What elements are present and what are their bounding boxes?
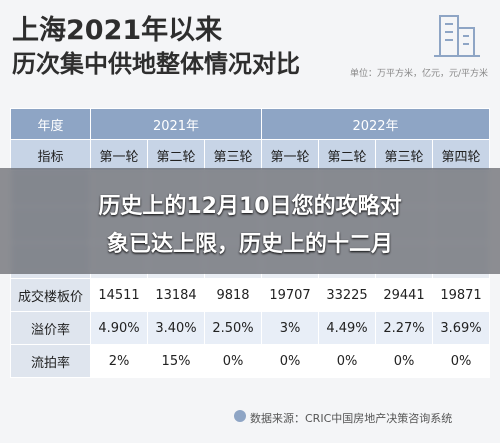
table-cell: 第二轮 [318,139,376,171]
table-cell: 0% [261,344,319,378]
title: 上海2021年以来 [12,15,223,46]
table-cell: 0% [375,344,433,378]
table-cell: 14511 [90,278,148,312]
source-icon [234,410,246,422]
unit-note: 单位：万平方米，亿元，元/平方米 [349,69,488,79]
table-cell: 9818 [204,278,262,312]
table-cell: 13184 [147,278,205,312]
header-cell: 年度 [10,108,91,140]
table-row: 成交楼板价 14511 13184 9818 19707 33225 29441 19871 [10,278,490,312]
table-cell: 第二轮 [147,139,205,171]
table-cell: 2% [90,344,148,378]
table-cell: 成交楼板价 [10,278,91,312]
table-cell: 4.90% [90,311,148,345]
overlay-text: 象已达上限，历史上的十二月 [106,232,393,257]
source: 数据来源：CRIC中国房地产决策咨询系统 [250,412,453,425]
table-cell: 第四轮 [432,139,490,171]
table-cell: 第三轮 [375,139,433,171]
table-cell: 0% [204,344,262,378]
table-cell: 4.49% [318,311,376,345]
table-cell: 2.50% [204,311,262,345]
header-cell: 2022年 [261,108,490,140]
overlay-banner: 历史上的12月10日您的攻略对 象已达上限，历史上的十二月 [0,168,500,274]
table-cell: 15% [147,344,205,378]
table-cell: 第一轮 [90,139,148,171]
overlay-text: 历史上的12月10日您的攻略对 [98,194,402,219]
table-cell: 19871 [432,278,490,312]
header-cell: 指标 [10,139,91,171]
table-cell: 流拍率 [10,344,91,378]
table-cell: 0% [432,344,490,378]
table-cell: 溢价率 [10,311,91,345]
table-cell: 第一轮 [261,139,319,171]
table-cell: 3.69% [432,311,490,345]
table-cell: 29441 [375,278,433,312]
building-icon [434,15,480,57]
table-cell: 2.27% [375,311,433,345]
title: 历次集中供地整体情况对比 [12,50,300,78]
table-cell: 19707 [261,278,319,312]
header-cell: 2021年 [90,108,262,140]
table-row: 溢价率 4.90% 3.40% 2.50% 3% 4.49% 2.27% 3.69% [10,311,490,345]
table-cell: 3% [261,311,319,345]
table-cell: 0% [318,344,376,378]
table-row: 流拍率 2% 15% 0% 0% 0% 0% 0% [10,344,490,378]
table-cell: 3.40% [147,311,205,345]
table-cell: 第三轮 [204,139,262,171]
table-cell: 33225 [318,278,376,312]
